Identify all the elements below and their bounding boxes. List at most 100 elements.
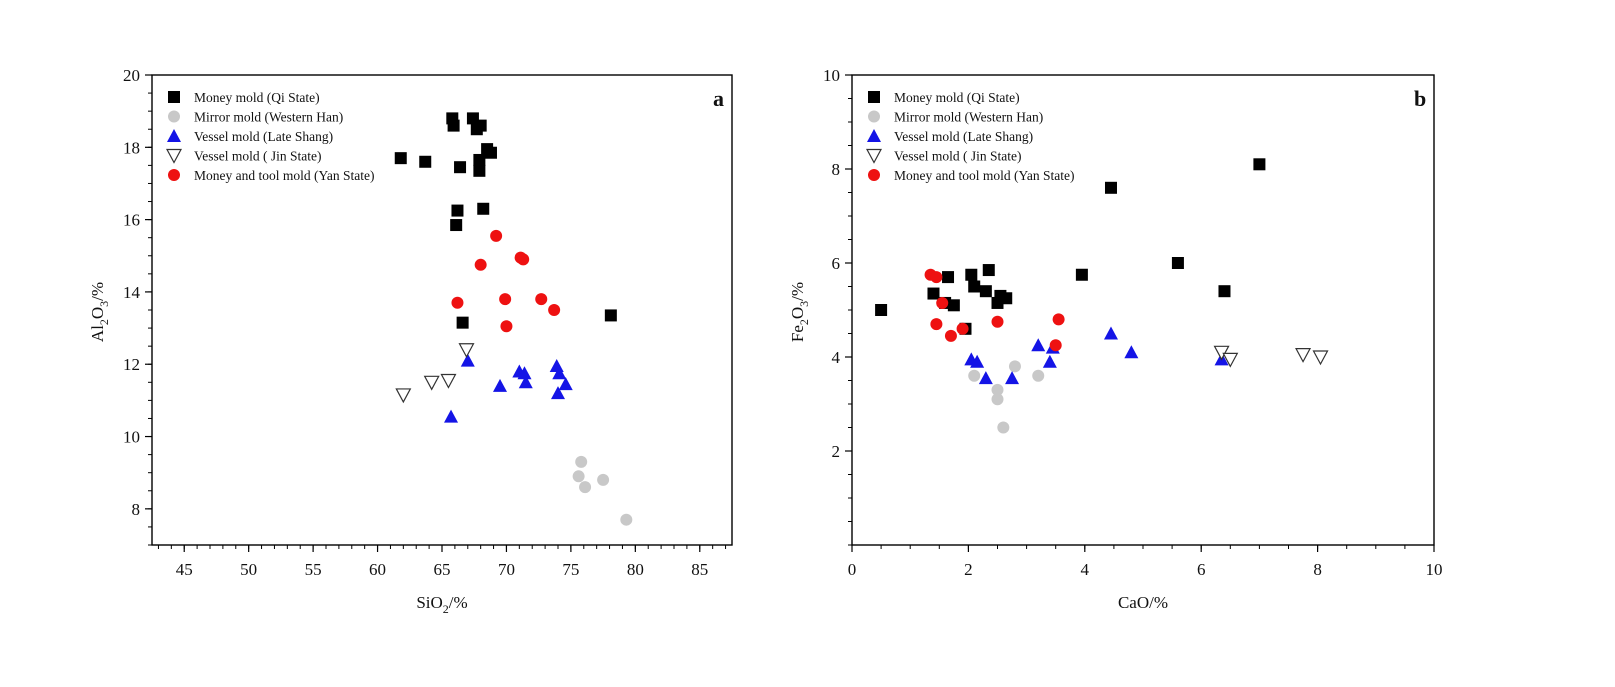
x-tick-label-b: 10 [1426, 560, 1443, 579]
data-point-a-series-3 [395, 388, 412, 404]
data-point-a-series-0 [473, 153, 486, 166]
panel-label-a: a [713, 86, 724, 111]
legend-label-a-4: Money and tool mold (Yan State) [194, 168, 375, 183]
legend-label-a-0: Money mold (Qi State) [194, 90, 320, 105]
y-tick-label-a: 20 [123, 66, 140, 85]
x-tick-label-a: 70 [498, 560, 515, 579]
legend-marker-b-1 [868, 110, 880, 123]
x-tick-label-a: 80 [627, 560, 644, 579]
y-tick-label-a: 12 [123, 355, 140, 374]
x-tick-label-b: 8 [1313, 560, 1322, 579]
y-tick-label-a: 10 [123, 428, 140, 447]
data-point-b-series-3 [1295, 348, 1312, 363]
data-point-b-series-4 [930, 271, 943, 284]
y-tick-label-b: 8 [832, 160, 841, 179]
data-point-a-series-4 [499, 293, 512, 306]
x-axis-title-a-sub: 2 [443, 602, 449, 616]
data-point-b-series-4 [936, 296, 949, 309]
data-point-a-series-0 [456, 316, 469, 329]
axes-b: 0 2 4 6 8 10 2 4 6 8 10 [823, 66, 1443, 579]
y-axis-title-b-sub2: 3 [797, 301, 811, 307]
data-point-a-series-4 [490, 229, 503, 242]
y-axis-title-a: Al2O3/% [88, 282, 111, 342]
data-point-a-series-1 [620, 513, 633, 526]
data-point-b-series-0 [1104, 181, 1117, 194]
data-point-b-series-1 [968, 369, 981, 382]
data-point-a-series-2 [551, 386, 565, 400]
x-axis-title-b: CaO/% [1118, 593, 1168, 612]
x-axis-title-a-main: SiO [416, 593, 442, 612]
data-point-b-series-3 [1222, 352, 1239, 368]
legend-marker-a-0 [168, 91, 180, 103]
y-axis-title-a-mid: O [88, 307, 107, 319]
y-tick-label-b: 2 [832, 442, 841, 461]
data-point-b-series-1 [991, 383, 1004, 396]
legend-label-a-3: Vessel mold ( Jin State) [194, 149, 322, 164]
data-point-b-series-2 [1124, 345, 1139, 359]
data-point-b-series-4 [930, 318, 943, 331]
data-point-a-series-4 [548, 304, 561, 316]
y-axis-title-b: Fe2O3/% [788, 282, 811, 342]
y-axis-title-a-sub2: 3 [97, 301, 111, 307]
data-point-b-series-0 [979, 285, 992, 298]
y-axis-title-b-pre: Fe [788, 325, 807, 342]
data-point-a-series-1 [572, 470, 585, 483]
data-point-b-series-1 [1008, 360, 1021, 373]
data-point-a-series-0 [474, 119, 487, 132]
data-point-b-series-0 [1253, 158, 1266, 171]
legend-marker-b-2 [867, 129, 881, 142]
y-tick-label-a: 16 [123, 211, 140, 230]
data-point-a-series-0 [473, 164, 486, 177]
legend-label-b-0: Money mold (Qi State) [894, 90, 1020, 105]
y-tick-label-a: 14 [123, 283, 141, 302]
x-tick-label-b: 6 [1197, 560, 1206, 579]
legend-marker-b-3 [865, 148, 883, 164]
data-point-a-series-2 [444, 409, 459, 423]
data-point-a-series-4 [474, 258, 487, 271]
legend-a: Money mold (Qi State) Mirror mold (Wester… [165, 90, 375, 183]
data-point-a-series-2 [493, 378, 507, 392]
x-tick-label-a: 60 [369, 560, 386, 579]
data-point-b-series-4 [991, 315, 1004, 328]
data-point-b-series-1 [1032, 369, 1045, 382]
data-point-a-series-2 [558, 377, 573, 391]
y-axis-title-b-sub1: 2 [797, 319, 811, 325]
panel-label-b: b [1414, 86, 1426, 111]
data-point-a-series-1 [579, 481, 592, 494]
axes-a: 45 50 55 60 65 70 75 80 85 8 10 12 14 16 18 20 [123, 66, 727, 579]
data-point-a-series-2 [517, 366, 532, 380]
y-axis-title-b-tail: /% [788, 282, 807, 301]
data-point-a-series-4 [535, 293, 548, 306]
x-axis-title-b-main: CaO/% [1118, 593, 1168, 612]
data-point-a-series-0 [451, 204, 464, 217]
data-point-b-series-0 [947, 299, 960, 312]
data-point-b-series-4 [1049, 339, 1062, 352]
data-point-b-series-0 [982, 264, 995, 277]
data-point-b-series-3 [1312, 350, 1329, 366]
legend-marker-a-3 [165, 148, 183, 164]
x-tick-label-a: 55 [305, 560, 322, 579]
data-point-b-series-0 [942, 271, 955, 284]
y-tick-label-a: 18 [123, 138, 140, 157]
data-point-a-series-3 [423, 375, 440, 391]
data-point-a-series-2 [460, 353, 475, 367]
data-point-a-series-1 [597, 473, 610, 486]
x-tick-label-b: 2 [964, 560, 973, 579]
x-axis-title-a: SiO2/% [416, 593, 467, 616]
data-point-b-series-0 [968, 280, 981, 293]
legend-marker-a-4 [168, 169, 180, 181]
data-point-a-series-4 [500, 320, 513, 333]
data-point-b-series-0 [1171, 257, 1184, 269]
data-point-b-series-2 [970, 354, 985, 368]
data-point-b-series-1 [997, 421, 1010, 434]
data-point-b-series-4 [944, 329, 957, 342]
data-point-a-series-2 [518, 375, 533, 389]
data-point-a-series-0 [454, 161, 467, 174]
y-tick-label-b: 10 [823, 66, 840, 85]
data-point-b-series-0 [1075, 268, 1088, 281]
x-tick-label-a: 50 [240, 560, 257, 579]
data-points-a [394, 112, 633, 526]
data-point-b-series-0 [1218, 285, 1231, 298]
